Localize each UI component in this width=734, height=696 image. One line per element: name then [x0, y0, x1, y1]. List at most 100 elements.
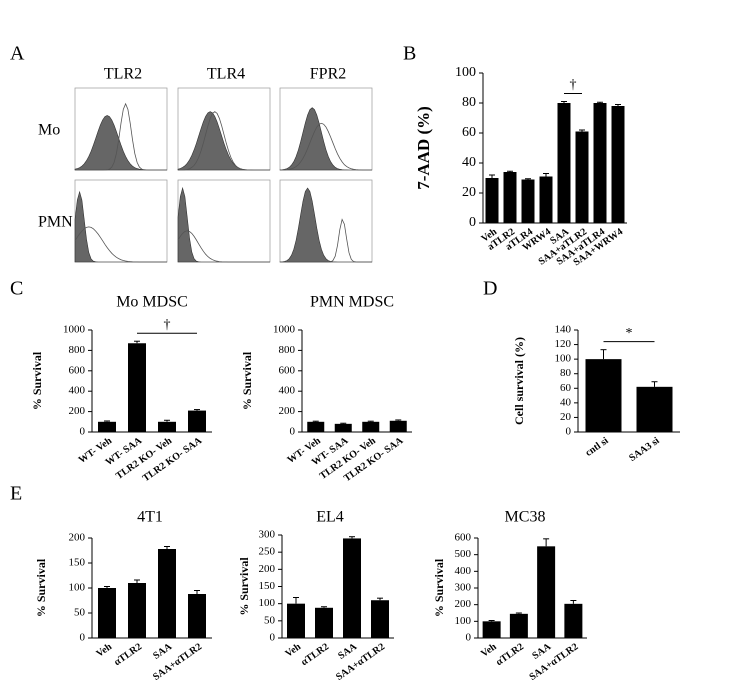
y-tick-label: 50 — [264, 614, 276, 626]
marker-label: TLR2 — [104, 66, 142, 83]
bar — [537, 546, 556, 638]
x-tick-label: SAA3 si — [627, 435, 661, 464]
error-bar — [579, 129, 585, 132]
stain-histogram — [177, 230, 270, 263]
y-axis-label: % Survival — [237, 557, 251, 616]
x-tick-label: αTLR2 — [494, 641, 526, 668]
error-bar — [321, 606, 327, 608]
y-tick-label: 100 — [259, 597, 276, 609]
y-tick-label: 300 — [259, 529, 276, 541]
bar — [389, 420, 407, 432]
stain-histogram — [74, 226, 167, 263]
isotype-histogram — [279, 107, 372, 171]
y-tick-label: 150 — [69, 557, 86, 569]
error-bar — [395, 419, 402, 421]
bar — [188, 594, 206, 638]
y-tick-label: 0 — [80, 632, 86, 644]
marker-label: FPR2 — [310, 66, 346, 83]
error-bar — [600, 349, 607, 360]
error-bar — [597, 101, 603, 103]
error-bar — [515, 612, 522, 614]
significance-label: † — [570, 78, 577, 93]
panel-label: D — [483, 278, 497, 300]
error-bar — [489, 174, 495, 178]
error-bar — [194, 590, 200, 594]
error-bar — [561, 101, 567, 103]
panel-label: A — [10, 43, 25, 65]
bar — [315, 607, 333, 638]
y-tick-label: 600 — [455, 532, 472, 544]
y-tick-label: 20 — [462, 185, 476, 200]
bar — [575, 131, 589, 223]
y-tick-label: 80 — [462, 95, 476, 110]
x-tick-label: Veh — [94, 641, 114, 660]
y-tick-label: 0 — [466, 632, 472, 644]
bar — [362, 421, 380, 432]
error-bar — [377, 597, 383, 601]
y-tick-label: 80 — [560, 367, 572, 379]
y-tick-label: 200 — [69, 405, 86, 417]
cell-type-label: Mo — [38, 122, 60, 139]
histogram-frame — [177, 179, 271, 263]
y-axis-label: % Survival — [240, 351, 254, 410]
y-tick-label: 0 — [290, 426, 296, 438]
bar — [343, 538, 361, 638]
y-tick-label: 200 — [259, 563, 276, 575]
bar — [128, 343, 146, 432]
histogram-frame — [74, 179, 168, 263]
bar — [371, 600, 389, 638]
error-bar — [312, 420, 319, 422]
y-tick-label: 50 — [74, 607, 86, 619]
y-tick-label: 0 — [80, 426, 86, 438]
y-axis-label: % Survival — [30, 351, 44, 410]
error-bar — [367, 420, 374, 422]
error-bar — [104, 420, 110, 422]
y-tick-label: 120 — [555, 338, 572, 350]
isotype-histogram — [177, 111, 270, 171]
error-bar — [104, 586, 110, 588]
isotype-histogram — [177, 186, 270, 263]
chart-title: EL4 — [316, 509, 344, 526]
bar — [485, 178, 499, 223]
y-tick-label: 40 — [560, 396, 572, 408]
bar — [307, 421, 325, 432]
y-tick-label: 400 — [455, 565, 472, 577]
error-bar — [340, 422, 347, 424]
error-bar — [349, 536, 355, 539]
bar — [503, 172, 517, 223]
bar — [158, 549, 176, 638]
y-tick-label: 40 — [462, 155, 476, 170]
y-tick-label: 60 — [560, 382, 572, 394]
bar — [636, 386, 673, 432]
panel-label: B — [403, 43, 416, 65]
bar — [521, 179, 535, 223]
isotype-histogram — [279, 187, 372, 263]
y-axis-label: % Survival — [432, 558, 446, 617]
significance-label: † — [164, 317, 171, 332]
error-bar — [194, 409, 200, 411]
y-tick-label: 600 — [69, 364, 86, 376]
chart-title: 4T1 — [137, 509, 163, 526]
y-tick-label: 400 — [279, 385, 296, 397]
bar — [98, 421, 116, 432]
bar — [188, 410, 206, 432]
error-bar — [525, 178, 531, 180]
y-axis-label: Cell survival (%) — [512, 337, 526, 425]
error-bar — [651, 381, 658, 387]
y-tick-label: 250 — [259, 546, 276, 558]
error-bar — [164, 419, 170, 422]
y-tick-label: 200 — [279, 405, 296, 417]
bar — [585, 359, 622, 432]
y-tick-label: 60 — [462, 125, 476, 140]
error-bar — [164, 546, 170, 549]
error-bar — [134, 340, 140, 344]
y-tick-label: 200 — [69, 532, 86, 544]
y-tick-label: 100 — [69, 582, 86, 594]
y-tick-label: 0 — [469, 215, 476, 230]
bar — [557, 103, 571, 223]
significance-label: * — [626, 326, 633, 341]
stain-histogram — [177, 111, 270, 171]
y-tick-label: 100 — [455, 65, 476, 80]
x-tick-label: Veh — [283, 641, 303, 660]
y-tick-label: 800 — [279, 344, 296, 356]
